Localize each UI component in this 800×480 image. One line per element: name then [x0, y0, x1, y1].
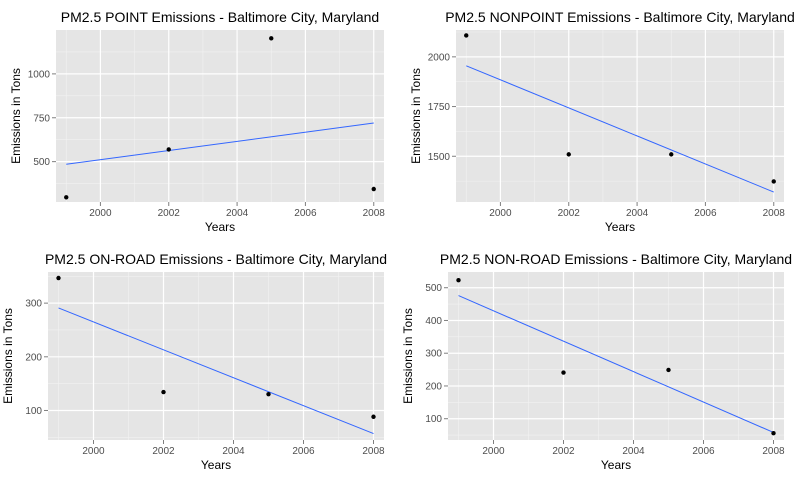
x-tick-label: 2006 [292, 446, 315, 457]
y-axis-title: Emissions in Tons [401, 308, 415, 404]
x-tick-label: 2008 [362, 446, 385, 457]
data-point [371, 414, 376, 419]
chart-title: PM2.5 NONPOINT Emissions - Baltimore Cit… [445, 9, 795, 25]
data-point [771, 430, 776, 436]
data-point [464, 33, 469, 38]
x-axis-title: Years [201, 458, 231, 472]
data-point [266, 391, 271, 397]
y-tick-label: 100 [25, 406, 42, 417]
y-tick-label: 750 [33, 113, 50, 124]
x-tick-label: 2006 [294, 208, 317, 219]
chart-title: PM2.5 ON-ROAD Emissions - Baltimore City… [45, 251, 387, 267]
trend-line [466, 65, 774, 193]
x-tick-label: 2002 [152, 446, 175, 457]
y-axis-title: Emissions in Tons [1, 308, 15, 404]
y-tick-label: 1500 [428, 152, 451, 163]
chart-title: PM2.5 POINT Emissions - Baltimore City, … [61, 9, 379, 25]
y-tick-label: 300 [425, 349, 442, 360]
data-point [64, 195, 69, 200]
x-tick-label: 2002 [158, 208, 181, 219]
chart-panel-1: 2000 2002 2004 2006 2008 500 750 1000 PM2.5 POIN… [9, 9, 385, 234]
data-point [371, 186, 376, 192]
y-tick-label: 2000 [428, 52, 451, 63]
y-tick-label: 500 [425, 283, 442, 294]
data-point [56, 275, 61, 281]
y-tick-label: 200 [425, 381, 442, 392]
y-axis-title: Emissions in Tons [9, 68, 23, 164]
y-tick-label: 1000 [28, 69, 51, 80]
chart-title: PM2.5 NON-ROAD Emissions - Baltimore Cit… [440, 251, 792, 267]
x-tick-label: 2008 [363, 208, 386, 219]
x-tick-label: 2008 [762, 446, 785, 457]
x-tick-label: 2006 [692, 446, 715, 457]
data-point [166, 147, 171, 152]
panel-background [56, 30, 384, 202]
x-tick-label: 2008 [763, 208, 786, 219]
x-tick-label: 2006 [694, 208, 717, 219]
y-tick-label: 500 [33, 157, 50, 168]
x-tick-label: 2004 [626, 208, 649, 219]
chart-panel-3: 2000 2002 2004 2006 2008 100 200 300 PM2.5 ON-RO… [1, 251, 387, 472]
data-point [666, 367, 671, 373]
x-tick-label: 2000 [89, 208, 112, 219]
y-tick-label: 100 [425, 414, 442, 425]
y-tick-label: 1750 [428, 102, 451, 113]
panel-background [48, 272, 384, 440]
x-tick-label: 2004 [226, 208, 249, 219]
data-point [561, 370, 566, 375]
x-tick-label: 2000 [82, 446, 105, 457]
y-tick-label: 300 [25, 299, 42, 310]
data-point [566, 152, 571, 157]
chart-panel-4: 2000 2002 2004 2006 2008 100 200 300 400 500 PM2.5… [401, 251, 792, 472]
chart-panel-2: 2000 2002 2004 2006 2008 1500 1750 2000 PM2.5 NO… [409, 9, 795, 234]
trend-line [458, 295, 774, 433]
data-point [669, 152, 674, 157]
data-point [771, 179, 776, 184]
x-tick-label: 2004 [622, 446, 645, 457]
x-axis-title: Years [605, 220, 635, 234]
data-point [161, 389, 166, 395]
trend-line [58, 307, 374, 435]
x-axis-title: Years [205, 220, 235, 234]
x-tick-label: 2000 [482, 446, 505, 457]
x-tick-label: 2002 [558, 208, 581, 219]
data-point [269, 36, 274, 41]
y-axis-title: Emissions in Tons [409, 68, 423, 164]
y-tick-label: 200 [25, 352, 42, 363]
y-tick-label: 400 [425, 316, 442, 327]
x-axis-title: Years [601, 458, 631, 472]
x-tick-label: 2000 [489, 208, 512, 219]
x-tick-label: 2004 [222, 446, 245, 457]
panel-background [448, 272, 784, 440]
data-point [456, 278, 461, 283]
x-tick-label: 2002 [552, 446, 575, 457]
trend-line [66, 122, 374, 165]
